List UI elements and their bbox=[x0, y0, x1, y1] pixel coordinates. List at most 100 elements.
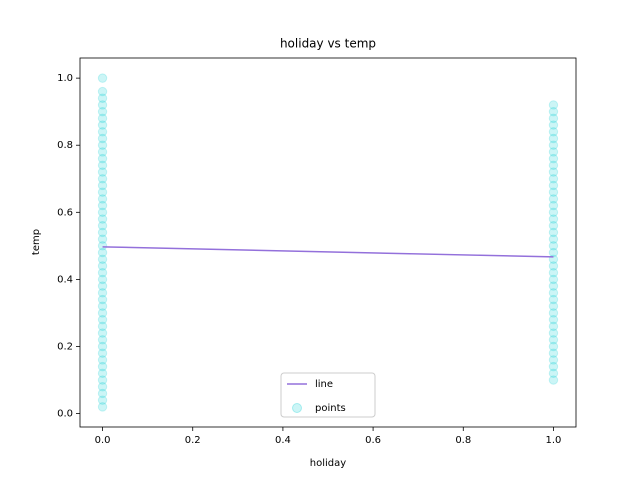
point bbox=[97, 214, 108, 224]
point bbox=[97, 100, 108, 110]
point bbox=[97, 187, 108, 197]
point bbox=[97, 153, 108, 164]
point bbox=[97, 288, 108, 298]
point bbox=[97, 167, 108, 177]
point bbox=[97, 321, 108, 332]
point bbox=[548, 140, 559, 150]
point bbox=[548, 348, 559, 358]
point bbox=[97, 341, 108, 352]
point bbox=[97, 361, 108, 372]
point bbox=[97, 348, 108, 358]
point bbox=[97, 368, 108, 379]
y-tick-label: 0.0 bbox=[57, 409, 73, 420]
point bbox=[548, 174, 559, 184]
point bbox=[97, 247, 108, 258]
point bbox=[548, 127, 559, 137]
point bbox=[97, 113, 108, 124]
point bbox=[97, 207, 108, 218]
point bbox=[548, 281, 559, 291]
point bbox=[548, 180, 559, 191]
point bbox=[97, 133, 108, 144]
point bbox=[548, 160, 559, 171]
point bbox=[548, 314, 559, 325]
y-tick-label: 1.0 bbox=[57, 73, 73, 84]
point bbox=[97, 93, 108, 103]
point bbox=[97, 241, 108, 251]
y-tick-label: 0.4 bbox=[57, 274, 73, 285]
legend: line points bbox=[280, 372, 376, 418]
point bbox=[97, 375, 108, 385]
point bbox=[548, 187, 559, 197]
point bbox=[97, 274, 108, 285]
point bbox=[548, 113, 559, 124]
point bbox=[97, 388, 108, 399]
point bbox=[548, 234, 559, 244]
point bbox=[548, 341, 559, 352]
legend-label: line bbox=[315, 379, 333, 390]
point bbox=[97, 194, 108, 204]
legend-swatch bbox=[292, 403, 302, 413]
x-tick-label: 1.0 bbox=[546, 435, 562, 446]
x-tick-label: 0.2 bbox=[185, 435, 201, 446]
point bbox=[97, 402, 108, 412]
legend-label: points bbox=[315, 403, 346, 414]
point bbox=[548, 375, 559, 385]
point bbox=[548, 106, 559, 117]
point bbox=[548, 147, 559, 157]
point bbox=[97, 308, 108, 318]
point bbox=[97, 267, 108, 278]
point bbox=[548, 133, 559, 144]
point bbox=[97, 180, 108, 191]
x-tick-label: 0.8 bbox=[455, 435, 471, 446]
point bbox=[97, 294, 108, 305]
point bbox=[97, 335, 108, 345]
point bbox=[97, 160, 108, 171]
point bbox=[548, 361, 559, 372]
point bbox=[97, 200, 108, 211]
point bbox=[548, 294, 559, 305]
point bbox=[548, 227, 559, 238]
point bbox=[548, 288, 559, 298]
point bbox=[97, 147, 108, 157]
point bbox=[97, 355, 108, 365]
y-tick-label: 0.8 bbox=[57, 140, 73, 151]
point bbox=[97, 227, 108, 238]
x-tick-label: 0.0 bbox=[95, 435, 111, 446]
point bbox=[548, 207, 559, 218]
point bbox=[548, 308, 559, 318]
point bbox=[97, 395, 108, 405]
point bbox=[97, 314, 108, 325]
point bbox=[548, 368, 559, 379]
point bbox=[548, 120, 559, 130]
point bbox=[548, 335, 559, 345]
point bbox=[97, 221, 108, 231]
y-tick-label: 0.6 bbox=[57, 207, 73, 218]
line bbox=[102, 246, 554, 258]
point bbox=[97, 254, 108, 264]
point bbox=[548, 267, 559, 278]
x-tick-label: 0.4 bbox=[275, 435, 291, 446]
point bbox=[97, 328, 108, 338]
y-axis-label: temp bbox=[31, 229, 42, 255]
point bbox=[97, 281, 108, 291]
point bbox=[97, 127, 108, 137]
point bbox=[548, 321, 559, 332]
point bbox=[97, 106, 108, 117]
point bbox=[97, 234, 108, 244]
point bbox=[97, 174, 108, 184]
point bbox=[548, 153, 559, 164]
x-axis-label: holiday bbox=[310, 458, 346, 469]
point bbox=[97, 73, 108, 83]
plot-frame bbox=[79, 57, 577, 428]
point bbox=[97, 120, 108, 130]
point bbox=[548, 194, 559, 204]
y-tick-label: 0.2 bbox=[57, 341, 73, 352]
point bbox=[548, 221, 559, 231]
point bbox=[97, 86, 108, 97]
point bbox=[548, 261, 559, 271]
point bbox=[548, 200, 559, 211]
point bbox=[97, 301, 108, 311]
point bbox=[97, 140, 108, 150]
point bbox=[97, 261, 108, 271]
